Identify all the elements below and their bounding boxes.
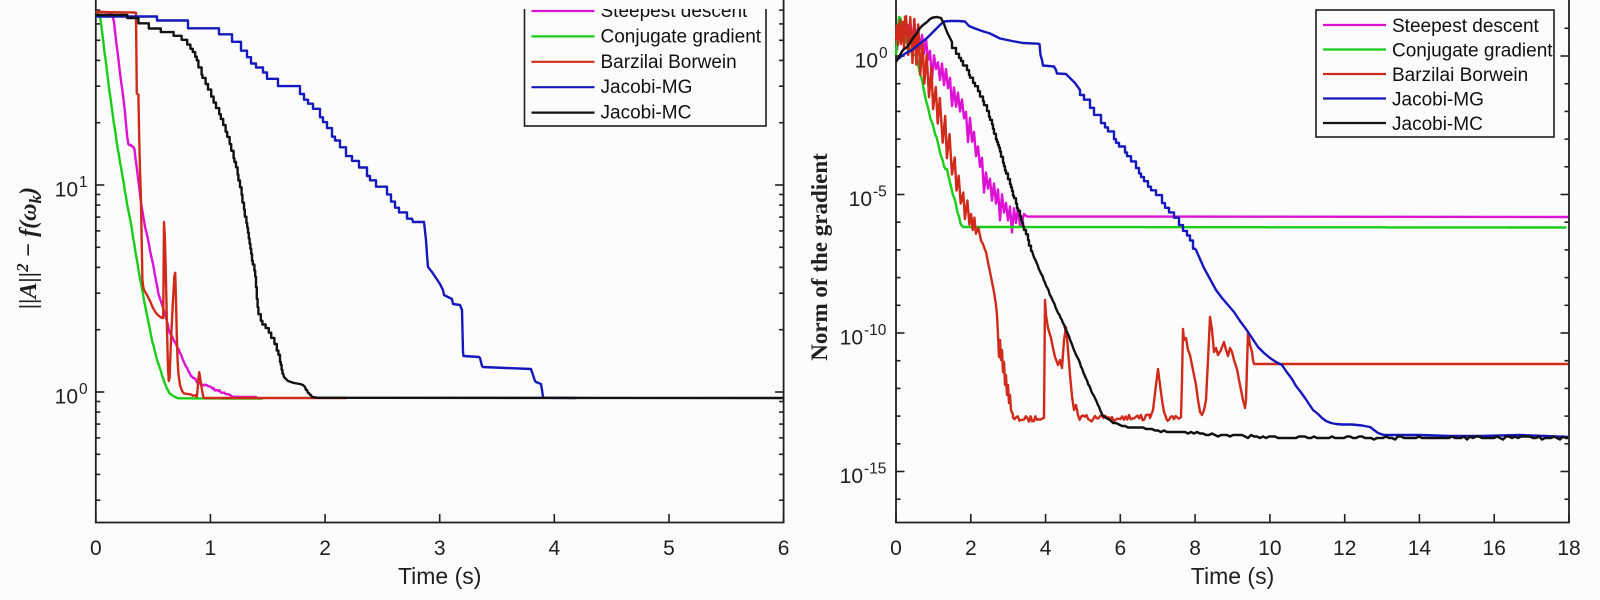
svg-text:-15: -15 xyxy=(864,461,886,478)
svg-text:0: 0 xyxy=(890,537,902,560)
svg-text:-10: -10 xyxy=(864,322,887,339)
svg-text:10: 10 xyxy=(840,327,863,350)
svg-text:10: 10 xyxy=(1258,537,1281,560)
svg-text:Barzilai Borwein: Barzilai Borwein xyxy=(601,52,737,73)
svg-text:10: 10 xyxy=(55,179,78,202)
svg-text:1: 1 xyxy=(205,537,217,560)
svg-text:14: 14 xyxy=(1408,537,1432,560)
svg-text:Barzilai Borwein: Barzilai Borwein xyxy=(1392,65,1528,86)
svg-text:2: 2 xyxy=(319,537,331,560)
svg-text:Jacobi-MG: Jacobi-MG xyxy=(1392,90,1484,111)
svg-text:6: 6 xyxy=(778,537,790,560)
svg-text:10: 10 xyxy=(855,50,878,73)
svg-text:12: 12 xyxy=(1333,537,1356,560)
svg-text:0: 0 xyxy=(879,45,888,62)
svg-text:4: 4 xyxy=(1040,537,1052,560)
svg-text:Jacobi-MC: Jacobi-MC xyxy=(1392,114,1483,135)
svg-text:5: 5 xyxy=(663,537,675,560)
svg-text:Jacobi-MG: Jacobi-MG xyxy=(601,77,693,98)
svg-text:0: 0 xyxy=(79,381,88,398)
svg-text:8: 8 xyxy=(1189,537,1201,560)
svg-text:||A||2 − f(ωk): ||A||2 − f(ωk) xyxy=(13,187,45,309)
svg-text:1: 1 xyxy=(79,174,88,191)
svg-text:18: 18 xyxy=(1557,537,1580,560)
svg-text:6: 6 xyxy=(1114,537,1126,560)
svg-text:Steepest descent: Steepest descent xyxy=(1392,16,1540,37)
svg-text:0: 0 xyxy=(90,537,102,560)
svg-text:Jacobi-MC: Jacobi-MC xyxy=(601,103,692,124)
svg-text:10: 10 xyxy=(840,465,863,488)
svg-text:Time (s): Time (s) xyxy=(398,563,481,589)
svg-text:2: 2 xyxy=(965,537,977,560)
svg-text:4: 4 xyxy=(548,537,560,560)
svg-text:Norm of the gradient: Norm of the gradient xyxy=(807,153,832,361)
svg-text:Conjugate gradient: Conjugate gradient xyxy=(1392,41,1553,62)
svg-text:16: 16 xyxy=(1483,537,1506,560)
svg-text:Conjugate gradient: Conjugate gradient xyxy=(601,26,762,47)
svg-text:10: 10 xyxy=(849,188,872,211)
svg-text:Time (s): Time (s) xyxy=(1191,563,1274,589)
svg-text:10: 10 xyxy=(55,386,78,409)
svg-text:3: 3 xyxy=(434,537,446,560)
svg-text:-5: -5 xyxy=(873,184,887,201)
